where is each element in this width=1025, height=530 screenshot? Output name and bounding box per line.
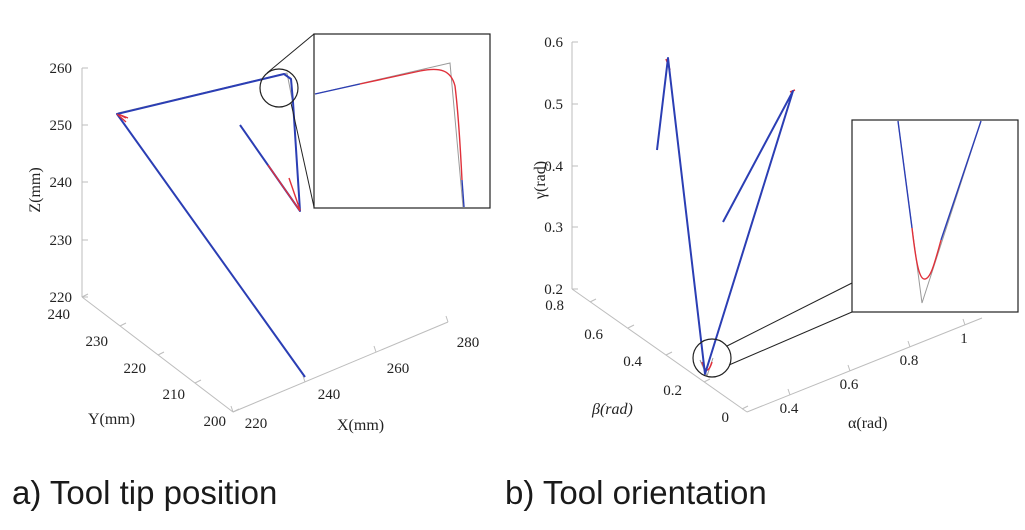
plot-a-x-tick: 280 [457,335,480,351]
plot-a-z-tick: 220 [50,290,73,306]
plot-a-inset [313,33,491,209]
plot-a-y-tick: 240 [48,307,71,323]
plot-a-z-tick: 250 [50,118,73,134]
plot-b-x-tick: 0.4 [780,401,799,417]
plot-b-y-axis [571,288,748,413]
plot-b-zoom-connector [728,311,853,366]
plot-a-y-axis [81,296,234,413]
plot-a-y-tick: 220 [124,361,147,377]
plot-b-inset [851,119,1019,313]
plot-a-x-tick: 260 [387,361,410,377]
plot-b-y-tick: 0.8 [545,298,564,314]
plot-b-series [656,57,796,377]
plot-a-z-ticks: 260 250 240 230 220 [50,61,73,306]
plot-a-z-tick: 260 [50,61,73,77]
plot-a-y-label: Y(mm) [88,411,135,428]
plot-a-y-tick: 200 [204,414,227,430]
plot-a-x-tick: 220 [245,416,268,432]
plot-a-x-ticks: 220 240 260 280 [245,335,480,432]
plot-b-y-tick: 0 [722,410,730,426]
plot-b-axes [571,41,983,413]
plot-b-inset-frame [851,119,1019,313]
plot-b-x-tick: 1 [960,331,968,347]
plot-a-x-tick: 240 [318,387,341,403]
plot-a-inset-blue [314,83,361,95]
plot-b-x-axis [746,317,983,413]
plot-a-inset-frame [313,33,491,209]
plot-a-red-segment [116,113,301,212]
plot-b-inset-red [911,227,942,280]
plot-b-z-ticks: 0.6 0.5 0.4 0.3 0.2 [544,35,563,298]
plot-a-zoom-connector [290,102,315,208]
plot-a-z-tick: 230 [50,233,73,249]
plot-b-blue-path [656,57,794,375]
plot-b-inset-blue-right [940,120,982,241]
plot-b: 0.6 0.5 0.4 0.3 0.2 0.8 0.6 0.4 0.2 0 0.… [532,35,1019,432]
plot-a-zoom-circle [259,68,299,108]
plot-b-z-tick: 0.3 [544,220,563,236]
plot-b-x-tick: 0.8 [900,353,919,369]
plot-a: 260 250 240 230 220 240 230 220 210 200 … [27,33,491,434]
plot-a-inset-blue-tail [461,179,465,208]
plot-b-z-tick: 0.5 [544,97,563,113]
plot-b-inset-blue-left [897,120,913,229]
plot-b-x-ticks: 0.4 0.6 0.8 1 [780,331,968,417]
plot-a-series [116,72,306,378]
plot-b-zoom-connector [726,282,853,347]
plot-a-y-tick: 230 [86,334,109,350]
caption-a: a) Tool tip position [12,474,278,511]
plot-b-y-tick: 0.4 [623,354,642,370]
plot-b-y-tick: 0.2 [663,383,682,399]
plot-b-z-tick: 0.6 [544,35,563,51]
plot-b-y-label: β(rad) [591,401,633,418]
caption-b: b) Tool orientation [505,474,767,511]
plot-a-blue-path [116,73,306,378]
plot-b-z-tick: 0.2 [544,282,563,298]
plot-a-z-tick: 240 [50,175,73,191]
plot-a-z-label: Z(mm) [27,167,44,212]
plot-a-inset-red [359,68,463,181]
plot-b-x-tick: 0.6 [840,377,859,393]
plot-a-y-tick: 210 [163,387,186,403]
plot-b-y-tick: 0.6 [584,327,603,343]
plot-b-x-label: α(rad) [848,415,887,432]
plot-a-y-ticks: 240 230 220 210 200 [48,307,227,430]
plot-b-z-label: γ(rad) [532,161,549,200]
plot-b-y-ticks: 0.8 0.6 0.4 0.2 0 [545,298,729,426]
plot-b-z-tick: 0.4 [544,159,563,175]
plot-a-axes [81,67,449,413]
plot-a-zoom-connector [266,33,315,74]
plot-b-zoom-circle [692,338,732,378]
plot-a-x-axis [232,321,449,413]
plot-a-x-label: X(mm) [337,417,384,434]
